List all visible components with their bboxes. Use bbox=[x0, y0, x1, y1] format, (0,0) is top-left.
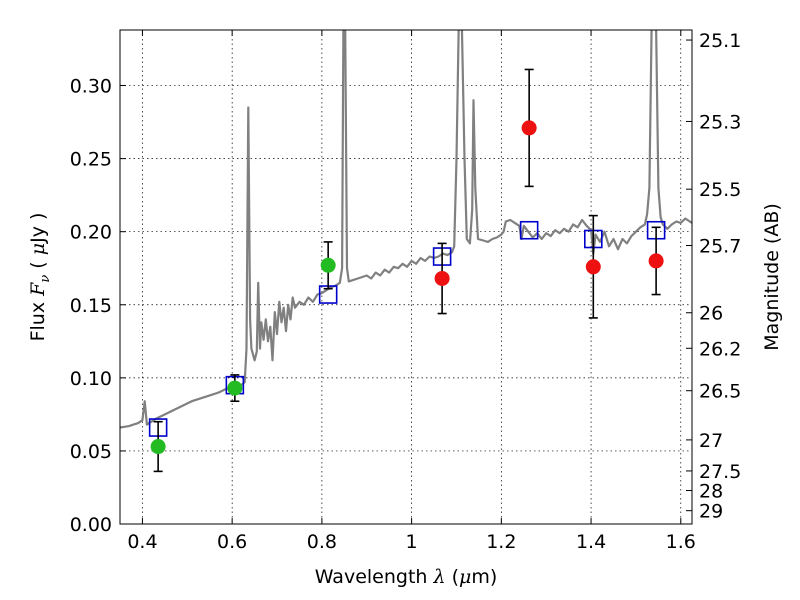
model-square-marker bbox=[519, 220, 539, 240]
flux-point-marker bbox=[434, 270, 450, 286]
x-axis-title-unit: m) bbox=[471, 566, 497, 588]
flux-point-marker bbox=[521, 120, 537, 136]
y-axis-title-unit: Jy ) bbox=[27, 213, 49, 244]
x-axis-title: Wavelength λ (μm) bbox=[315, 566, 498, 588]
right-tick-label: 26 bbox=[699, 303, 723, 325]
right-tick-label: 26.2 bbox=[699, 338, 741, 360]
y-tick-label: 0.25 bbox=[70, 149, 112, 171]
right-tick-label: 29 bbox=[699, 501, 723, 523]
right-tick-label: 25.7 bbox=[699, 236, 741, 258]
right-tick-label: 28 bbox=[699, 481, 723, 503]
x-tick-label: 1.2 bbox=[486, 531, 516, 553]
y-tick-label: 0.10 bbox=[70, 368, 112, 390]
y-axis-title-subscript: ν bbox=[38, 275, 53, 283]
y-tick-label: 0.05 bbox=[70, 441, 112, 463]
right-tick-label: 27 bbox=[699, 430, 723, 452]
y-axis-title-paren: ( bbox=[27, 255, 49, 275]
y-axis-title-symbol: F bbox=[27, 282, 49, 297]
flux-point-marker bbox=[585, 259, 601, 275]
y-axis-title-mu: μ bbox=[27, 243, 49, 255]
y-tick-label: 0.00 bbox=[70, 514, 112, 536]
x-tick-label: 1 bbox=[406, 531, 418, 553]
plot-frame bbox=[119, 29, 693, 525]
y-tick-label: 0.30 bbox=[70, 76, 112, 98]
x-tick-label: 0.8 bbox=[307, 531, 337, 553]
y-tick-label: 0.15 bbox=[70, 295, 112, 317]
y-tick-label: 0.20 bbox=[70, 222, 112, 244]
x-axis-title-paren: ( bbox=[446, 566, 459, 588]
flux-point-marker bbox=[150, 439, 166, 455]
plot-background bbox=[120, 30, 692, 524]
right-tick-label: 27.5 bbox=[699, 461, 741, 483]
x-tick-label: 1.4 bbox=[576, 531, 606, 553]
x-tick-label: 1.6 bbox=[666, 531, 696, 553]
x-axis-title-text: Wavelength bbox=[315, 566, 434, 588]
right-tick-label: 26.5 bbox=[699, 381, 741, 403]
right-tick-label: 25.3 bbox=[699, 111, 741, 133]
right-tick-label: 25.5 bbox=[699, 179, 741, 201]
spectrum-series bbox=[120, 30, 692, 429]
x-axis-ticks: 0.4 0.6 0.8 1 1.2 1.4 1.6 bbox=[127, 30, 696, 553]
x-tick-label: 0.4 bbox=[127, 531, 157, 553]
spectrum-line bbox=[120, 30, 692, 429]
observed-photometry-series bbox=[150, 120, 664, 455]
y-axis-title-text: Flux bbox=[27, 296, 49, 342]
x-tick-label: 0.6 bbox=[217, 531, 247, 553]
right-axis-title: Magnitude (AB) bbox=[761, 203, 783, 351]
right-tick-label: 25.1 bbox=[699, 30, 741, 52]
flux-point-marker bbox=[648, 253, 664, 269]
x-axis-title-symbol: λ bbox=[432, 566, 445, 588]
flux-point-marker bbox=[320, 257, 336, 273]
x-axis-title-mu: μ bbox=[459, 566, 471, 588]
flux-point-marker bbox=[227, 380, 243, 396]
y-axis-title: Flux Fν ( μJy ) bbox=[27, 213, 53, 342]
y-axis-ticks: 0.00 0.05 0.10 0.15 0.20 0.25 0.30 bbox=[70, 76, 126, 536]
